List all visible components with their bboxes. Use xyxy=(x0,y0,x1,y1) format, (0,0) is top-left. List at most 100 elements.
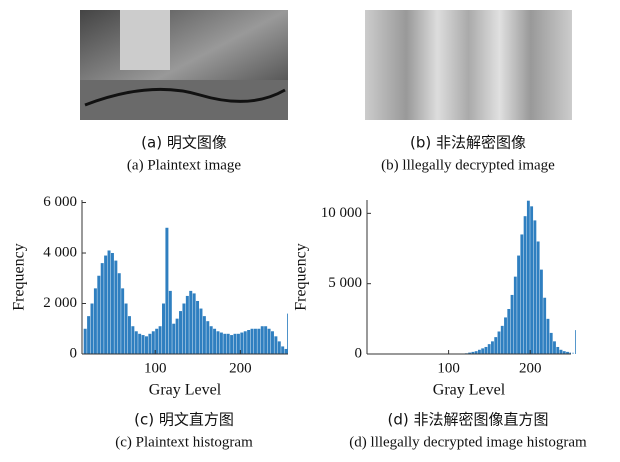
bar xyxy=(97,276,100,354)
bar xyxy=(230,335,233,354)
bar xyxy=(478,350,481,354)
bar xyxy=(94,288,97,354)
y-axis-label: Frequency xyxy=(293,243,310,311)
bar xyxy=(556,347,559,354)
bar xyxy=(540,270,543,354)
bar xyxy=(494,337,497,354)
bar xyxy=(524,216,527,354)
bar xyxy=(196,301,199,354)
bar xyxy=(498,331,501,354)
bar xyxy=(274,336,277,354)
caption-cn: (a) 明文图像 xyxy=(141,134,227,152)
x-tick-label: 100 xyxy=(437,360,460,376)
bar xyxy=(575,330,576,354)
bar xyxy=(481,348,484,354)
caption-cn: (d) 非法解密图像直方图 xyxy=(388,411,549,429)
bar xyxy=(145,336,148,354)
bar xyxy=(87,316,90,354)
bar xyxy=(220,333,223,354)
bar xyxy=(537,241,540,354)
bar xyxy=(223,334,226,354)
bar xyxy=(507,309,510,354)
x-axis-label: Gray Level xyxy=(149,382,222,399)
bar xyxy=(172,324,175,354)
bar xyxy=(281,346,284,354)
bar xyxy=(517,256,520,354)
bar xyxy=(257,329,260,354)
bar xyxy=(514,277,517,354)
bar xyxy=(254,329,257,354)
x-tick-label: 200 xyxy=(519,360,542,376)
bar xyxy=(104,256,107,354)
bar xyxy=(520,234,523,354)
bar xyxy=(491,341,494,354)
bar xyxy=(234,334,237,354)
bar xyxy=(206,321,209,354)
bar xyxy=(285,349,288,354)
bar xyxy=(488,344,491,354)
bar xyxy=(268,329,271,354)
y-tick-label: 10 000 xyxy=(321,205,362,221)
bar xyxy=(227,334,230,354)
bar xyxy=(114,261,117,354)
bar xyxy=(547,319,550,354)
caption-cn: (b) 非法解密图像 xyxy=(410,134,526,152)
x-tick-label: 200 xyxy=(229,360,252,376)
y-tick-label: 5 000 xyxy=(328,275,362,291)
bar xyxy=(186,296,189,354)
bar xyxy=(543,298,546,354)
bar xyxy=(118,273,121,354)
bar xyxy=(199,309,202,354)
bar xyxy=(138,334,141,354)
x-tick-label: 100 xyxy=(144,360,167,376)
y-tick-label: 2 000 xyxy=(43,295,77,311)
bar xyxy=(247,330,250,354)
y-tick-label: 0 xyxy=(355,345,363,361)
bar xyxy=(179,311,182,354)
caption-en: (c) Plaintext histogram xyxy=(115,434,253,450)
bar xyxy=(573,353,574,354)
bar xyxy=(504,317,507,354)
bar xyxy=(261,326,264,354)
bar xyxy=(193,293,196,354)
y-tick-label: 4 000 xyxy=(43,244,77,260)
caption-en: (d) lllegally decrypted image histogram xyxy=(349,434,587,450)
bar xyxy=(125,304,128,354)
bar xyxy=(485,347,488,354)
bar xyxy=(501,326,504,354)
caption-en: (a) Plaintext image xyxy=(127,157,241,173)
bar xyxy=(237,334,240,354)
bar xyxy=(131,326,134,354)
bar xyxy=(287,314,288,354)
caption-cn: (c) 明文直方图 xyxy=(134,411,234,429)
bar xyxy=(84,329,87,354)
bar xyxy=(165,228,168,354)
bar xyxy=(278,341,281,354)
bar xyxy=(213,329,216,354)
bar xyxy=(216,331,219,354)
bar xyxy=(271,331,274,354)
decrypted-image xyxy=(365,10,572,120)
bar xyxy=(111,253,114,354)
bar xyxy=(121,288,124,354)
y-axis-label: Frequency xyxy=(11,243,28,311)
bar xyxy=(264,326,267,354)
plaintext-image xyxy=(80,10,288,120)
caption-en: (b) lllegally decrypted image xyxy=(381,157,555,173)
bar xyxy=(251,329,254,354)
bar xyxy=(101,263,104,354)
bar xyxy=(210,326,213,354)
bar xyxy=(128,316,131,354)
bar xyxy=(159,326,162,354)
x-axis-label: Gray Level xyxy=(433,382,506,399)
bar xyxy=(148,334,151,354)
figure: (a) 明文图像 (a) Plaintext image (b) 非法解密图像 … xyxy=(0,0,620,457)
bar xyxy=(553,341,556,354)
bar xyxy=(533,220,536,354)
bar xyxy=(152,331,155,354)
bar xyxy=(244,331,247,354)
bar xyxy=(560,350,563,354)
bar xyxy=(527,201,530,354)
bar xyxy=(91,304,94,354)
y-tick-label: 6 000 xyxy=(43,194,77,210)
